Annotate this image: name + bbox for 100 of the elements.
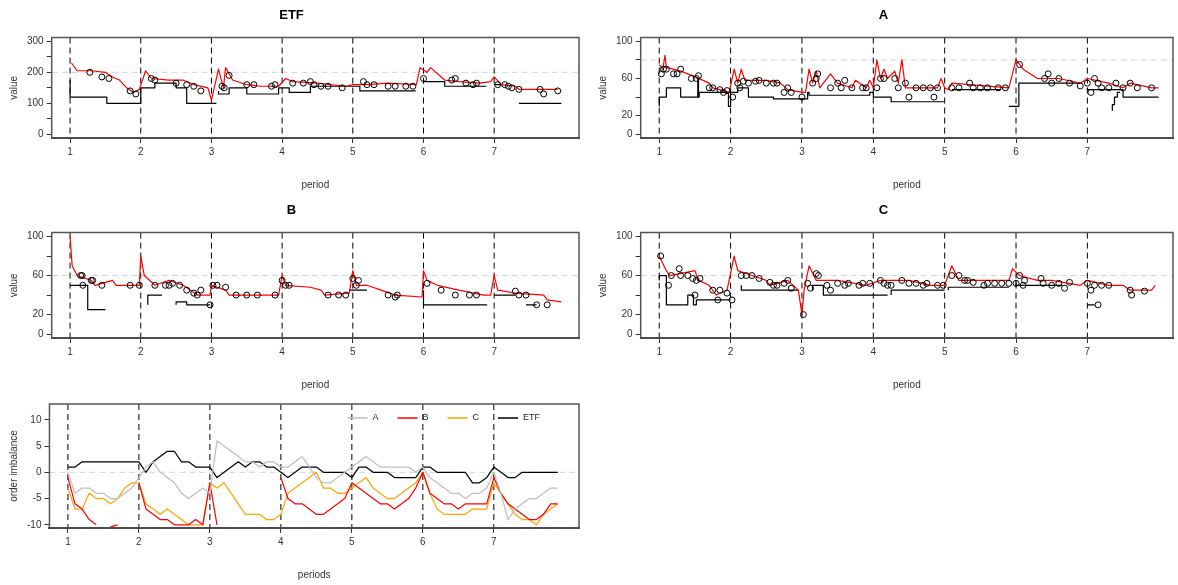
point <box>419 75 427 82</box>
x-tick-label: 5 <box>349 535 356 547</box>
point <box>402 82 410 90</box>
point <box>494 81 502 89</box>
x-tick-label: 3 <box>208 145 215 157</box>
point <box>222 283 230 291</box>
x-tick-label: 1 <box>656 345 663 357</box>
y-tick-label: 5 <box>35 439 42 451</box>
point <box>409 82 417 90</box>
point <box>183 81 191 89</box>
point <box>543 301 551 309</box>
y-axis-title: value <box>7 272 19 298</box>
y-tick-label: 0 <box>627 327 634 339</box>
point <box>522 291 530 299</box>
y-tick-label: 20 <box>621 109 634 121</box>
point <box>183 286 191 294</box>
point <box>451 75 459 82</box>
y-tick-label: 300 <box>27 35 45 47</box>
y-axis-title: value <box>596 75 608 100</box>
x-tick-label: 1 <box>67 145 74 157</box>
x-tick-label: 4 <box>279 345 286 357</box>
point <box>515 291 523 299</box>
point <box>126 87 134 95</box>
point <box>135 281 143 289</box>
x-tick-label: 6 <box>420 145 427 157</box>
y-tick-label: 100 <box>616 35 634 47</box>
point <box>423 279 431 287</box>
point <box>169 279 177 287</box>
point <box>540 90 548 98</box>
point <box>511 287 519 295</box>
point <box>225 71 233 79</box>
point <box>324 291 332 299</box>
point <box>147 75 155 82</box>
x-tick-label: 6 <box>420 535 427 547</box>
point <box>469 81 477 89</box>
point <box>86 68 94 76</box>
x-tick-label: 2 <box>137 145 144 157</box>
y-tick-label: 100 <box>27 97 45 109</box>
x-tick-label: 4 <box>279 145 286 157</box>
point <box>451 291 459 299</box>
legend-label: B <box>422 412 429 423</box>
point <box>151 281 159 289</box>
point <box>465 291 473 299</box>
y-tick-label: -10 <box>27 518 42 530</box>
y-axis-title: value <box>596 272 608 298</box>
x-tick-label: 4 <box>870 345 877 357</box>
x-tick-label: 2 <box>136 535 143 547</box>
point <box>437 286 445 294</box>
point <box>515 85 523 93</box>
x-tick-label: 6 <box>1013 345 1020 357</box>
y-tick-label: 0 <box>38 327 45 339</box>
x-tick-label: 3 <box>799 345 806 357</box>
x-tick-label: 2 <box>727 345 734 357</box>
point <box>126 281 134 289</box>
y-tick-label: 0 <box>35 466 42 478</box>
x-tick-label: 6 <box>420 345 427 357</box>
point <box>190 289 198 297</box>
legend-label: ETF <box>523 412 541 423</box>
point <box>363 81 371 89</box>
y-tick-label: 200 <box>27 66 45 78</box>
point <box>250 81 258 89</box>
point <box>342 291 350 299</box>
point <box>473 291 481 299</box>
point <box>197 286 205 294</box>
point <box>176 281 184 289</box>
y-tick-label: 0 <box>38 128 45 140</box>
point <box>268 82 276 90</box>
point <box>190 82 198 90</box>
x-axis-title: period <box>301 178 330 190</box>
point <box>335 291 343 299</box>
point <box>282 281 290 289</box>
point <box>105 75 113 82</box>
x-tick-label: 7 <box>491 345 498 357</box>
point <box>209 281 217 289</box>
point <box>299 79 307 87</box>
point <box>197 87 205 95</box>
y-tick-label: 20 <box>621 308 634 320</box>
y-tick-label: 60 <box>621 72 634 84</box>
point <box>554 87 562 95</box>
point <box>206 301 214 309</box>
chart-title: A <box>878 7 889 23</box>
point <box>349 274 357 282</box>
x-tick-label: 1 <box>67 345 74 357</box>
point <box>232 291 240 299</box>
point <box>243 81 251 89</box>
y-tick-label: 20 <box>32 308 45 320</box>
point <box>359 78 367 86</box>
y-tick-label: -5 <box>32 492 42 504</box>
point <box>193 291 201 299</box>
point <box>289 79 297 87</box>
x-axis-title: periods <box>297 568 331 580</box>
point <box>98 281 106 289</box>
y-tick-label: 60 <box>621 269 634 281</box>
chart-title: B <box>286 202 297 218</box>
point <box>161 281 169 289</box>
point <box>271 81 279 89</box>
point <box>243 291 251 299</box>
x-tick-label: 3 <box>799 145 806 157</box>
point <box>462 79 470 87</box>
point <box>151 76 159 84</box>
